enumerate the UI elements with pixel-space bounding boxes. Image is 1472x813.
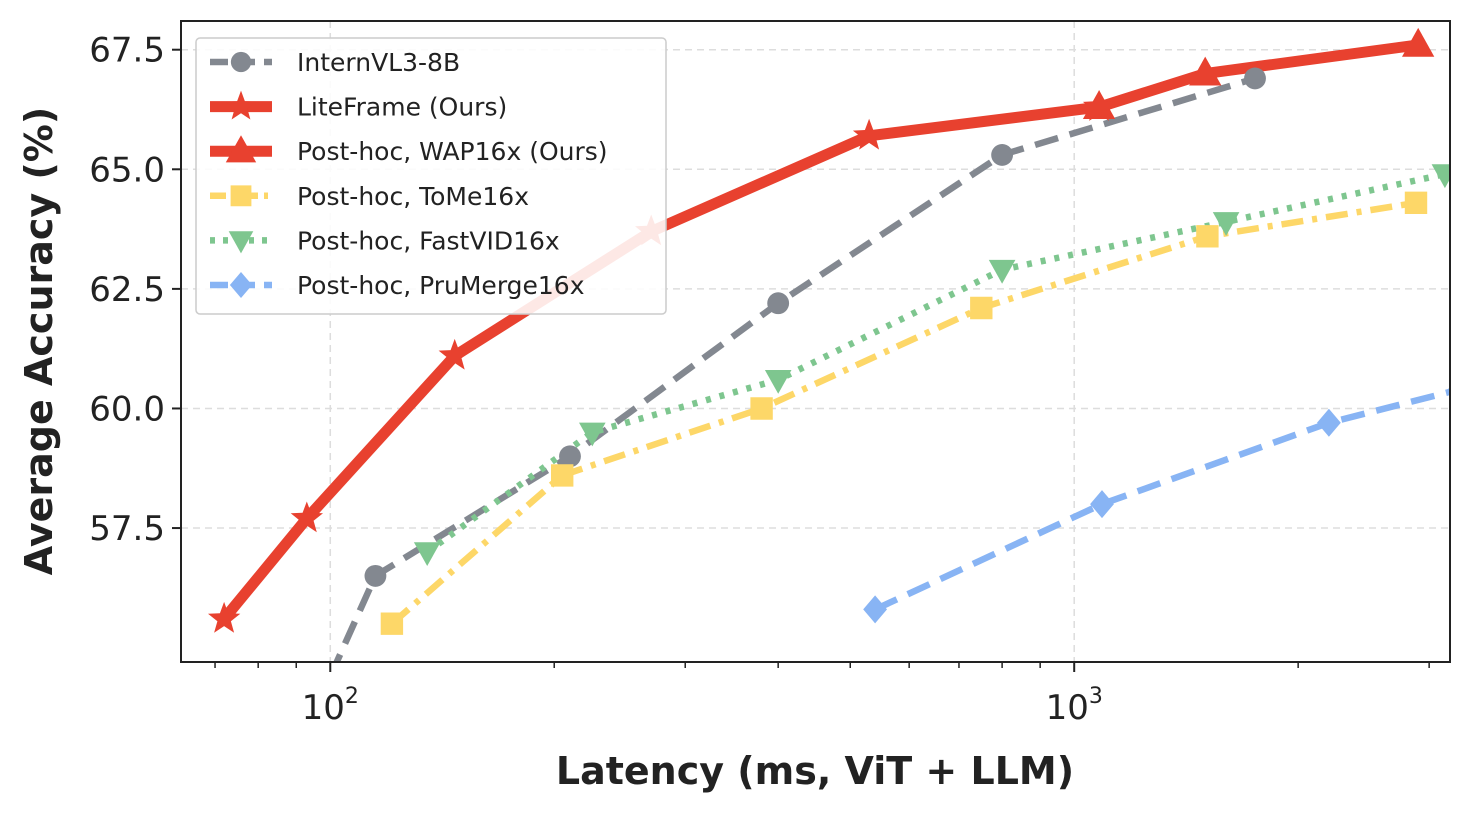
series-3-point-4 [1196,225,1219,248]
series-5-point-0 [863,595,887,624]
series-1-point-4 [852,118,886,150]
y-tick-label: 60.0 [89,389,165,429]
y-tick-label: 57.5 [89,509,165,549]
legend-label-1: LiteFrame (Ours) [297,93,507,122]
series-3-point-1 [551,464,574,487]
series-4-point-1 [579,422,606,447]
series-0-point-1 [364,564,387,587]
x-tick-label: 103 [1046,684,1103,728]
series-2-point-1 [1189,56,1222,86]
legend-label-3: Post-hoc, ToMe16x [297,182,529,211]
legend: InternVL3-8B LiteFrame (Ours) Post-hoc, WA… [195,37,667,315]
series-0-point-4 [991,144,1014,166]
series-5-point-1 [1090,490,1114,519]
series-4-point-4 [1212,212,1240,236]
x-tick-label: 102 [302,684,359,728]
series-line-0 [333,75,1256,662]
series-1-point-1 [290,501,323,533]
series-5-point-3 [1448,386,1450,392]
series-3-point-2 [750,397,773,420]
series-1-point-5 [1082,90,1116,121]
series-0-point-2 [559,445,581,468]
series-markers [208,27,1450,635]
series-3-point-3 [970,296,993,320]
legend-label-5: Post-hoc, PruMerge16x [297,271,585,300]
series-4-point-2 [764,370,792,394]
legend-box [195,37,667,315]
legend-label-0: InternVL3-8B [297,48,460,77]
legend-marker-4 [228,231,254,254]
legend-marker-5 [229,272,253,298]
y-tick-label: 62.5 [89,270,165,310]
series-4-point-5 [1431,164,1450,189]
series-line-5 [873,388,1450,613]
series-0-point-5 [1244,67,1266,90]
series-3-point-5 [1404,191,1428,214]
axis-ticks: 57.5 60.0 62.5 65.0 67.5 102 103 [89,31,1430,728]
series-1-point-2 [438,338,471,370]
legend-label-2: Post-hoc, WAP16x (Ours) [297,137,608,166]
plot-frame [180,20,1451,663]
grid [181,21,1450,662]
series-2-point-2 [1402,27,1435,57]
series-5-point-2 [1317,408,1341,437]
legend-marker-1 [225,90,257,120]
x-axis-label: Latency (ms, ViT + LLM) [556,749,1074,793]
y-axis-label: Average Accuracy (%) [17,107,61,575]
series-1-point-0 [208,601,241,633]
series-line-3 [389,199,1417,627]
legend-marker-0 [230,51,252,73]
legend-marker-2 [225,135,257,163]
legend-label-4: Post-hoc, FastVID16x [297,226,560,255]
y-tick-label: 65.0 [89,150,165,190]
series-0-point-3 [767,292,790,315]
series-4-point-0 [413,542,441,566]
legend-marker-3 [230,185,252,207]
y-tick-label: 67.5 [89,31,165,71]
series-3-point-0 [380,612,404,635]
series-4-point-3 [988,259,1016,284]
